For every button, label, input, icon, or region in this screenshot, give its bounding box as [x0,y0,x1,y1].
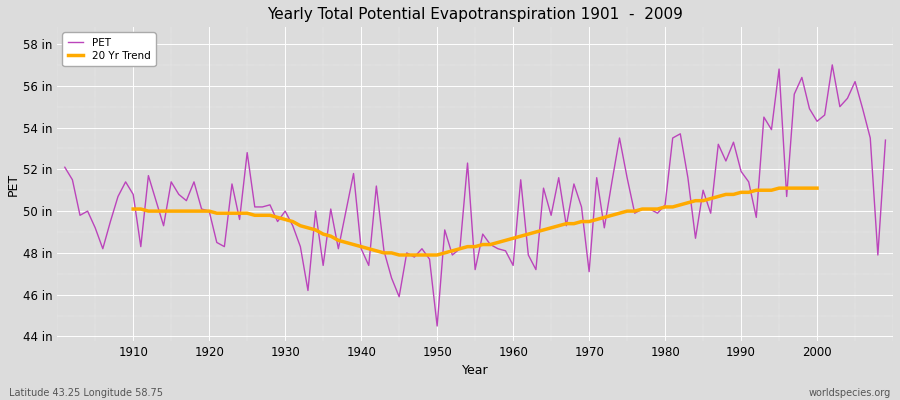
Line: PET: PET [65,65,886,326]
Text: Latitude 43.25 Longitude 58.75: Latitude 43.25 Longitude 58.75 [9,388,163,398]
20 Yr Trend [393,252,404,257]
20 Yr Trend [774,186,785,190]
Legend: PET, 20 Yr Trend: PET, 20 Yr Trend [62,32,156,66]
20 Yr Trend [287,219,298,224]
PET [59,165,70,170]
X-axis label: Year: Year [462,364,489,377]
PET [607,180,617,184]
PET [121,180,131,184]
PET [333,246,344,251]
20 Yr Trend [713,194,724,199]
PET [508,263,518,268]
PET [827,62,838,67]
PET [287,223,298,228]
Title: Yearly Total Potential Evapotranspiration 1901  -  2009: Yearly Total Potential Evapotranspiratio… [267,7,683,22]
20 Yr Trend [128,207,139,212]
PET [880,138,891,142]
Text: worldspecies.org: worldspecies.org [809,388,891,398]
PET [516,177,526,182]
Line: 20 Yr Trend: 20 Yr Trend [133,188,817,255]
PET [432,324,443,328]
20 Yr Trend [302,226,313,230]
20 Yr Trend [530,230,541,234]
20 Yr Trend [812,186,823,190]
20 Yr Trend [804,186,814,190]
Y-axis label: PET: PET [7,172,20,196]
20 Yr Trend [212,211,222,216]
